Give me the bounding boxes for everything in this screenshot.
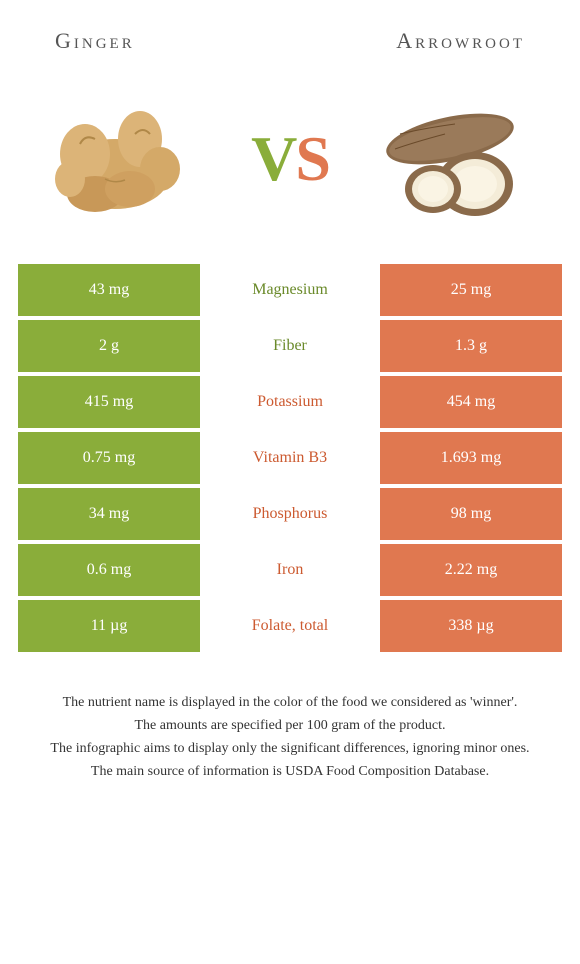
value-left: 34 mg	[18, 488, 200, 540]
arrowroot-icon	[375, 84, 545, 234]
value-left: 2 g	[18, 320, 200, 372]
header: Ginger Arrowroot	[0, 0, 580, 64]
vs-s: S	[295, 123, 329, 194]
nutrient-row: 0.75 mgVitamin B31.693 mg	[18, 432, 562, 484]
nutrient-row: 415 mgPotassium454 mg	[18, 376, 562, 428]
arrowroot-image	[370, 79, 550, 239]
title-right: Arrowroot	[396, 28, 525, 54]
footer-line-1: The nutrient name is displayed in the co…	[22, 692, 558, 713]
value-right: 454 mg	[380, 376, 562, 428]
nutrient-label: Potassium	[200, 376, 380, 428]
value-right: 98 mg	[380, 488, 562, 540]
images-row: VS	[0, 64, 580, 264]
vs-v: V	[251, 123, 295, 194]
nutrient-label: Magnesium	[200, 264, 380, 316]
value-left: 415 mg	[18, 376, 200, 428]
nutrient-row: 43 mgMagnesium25 mg	[18, 264, 562, 316]
nutrient-label: Phosphorus	[200, 488, 380, 540]
value-right: 1.693 mg	[380, 432, 562, 484]
value-right: 25 mg	[380, 264, 562, 316]
nutrient-row: 0.6 mgIron2.22 mg	[18, 544, 562, 596]
value-left: 0.6 mg	[18, 544, 200, 596]
footer-line-3: The infographic aims to display only the…	[22, 738, 558, 759]
nutrient-label: Fiber	[200, 320, 380, 372]
footer: The nutrient name is displayed in the co…	[22, 692, 558, 782]
nutrient-label: Vitamin B3	[200, 432, 380, 484]
ginger-image	[30, 79, 210, 239]
nutrient-table: 43 mgMagnesium25 mg2 gFiber1.3 g415 mgPo…	[18, 264, 562, 652]
value-left: 0.75 mg	[18, 432, 200, 484]
nutrient-row: 2 gFiber1.3 g	[18, 320, 562, 372]
value-right: 1.3 g	[380, 320, 562, 372]
nutrient-row: 34 mgPhosphorus98 mg	[18, 488, 562, 540]
nutrient-label: Iron	[200, 544, 380, 596]
title-left: Ginger	[55, 28, 135, 54]
vs-label: VS	[251, 122, 329, 196]
ginger-icon	[35, 84, 205, 234]
footer-line-2: The amounts are specified per 100 gram o…	[22, 715, 558, 736]
nutrient-row: 11 µgFolate, total338 µg	[18, 600, 562, 652]
value-right: 338 µg	[380, 600, 562, 652]
value-left: 43 mg	[18, 264, 200, 316]
footer-line-4: The main source of information is USDA F…	[22, 761, 558, 782]
value-right: 2.22 mg	[380, 544, 562, 596]
nutrient-label: Folate, total	[200, 600, 380, 652]
value-left: 11 µg	[18, 600, 200, 652]
